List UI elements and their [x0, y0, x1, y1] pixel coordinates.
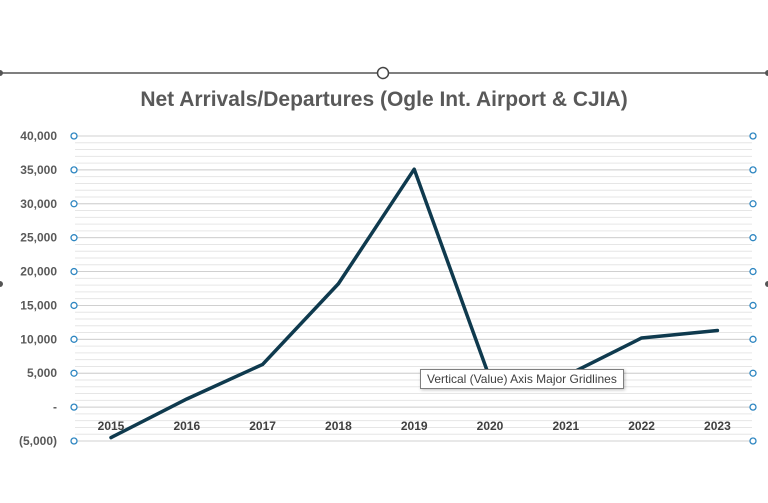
gridline-handle-right[interactable] — [749, 301, 757, 310]
data-point[interactable] — [336, 282, 340, 286]
gridline-handle-right[interactable] — [749, 437, 757, 445]
gridline-handle-left[interactable] — [70, 132, 78, 140]
x-tick-label: 2019 — [401, 419, 428, 433]
gridline-handle-left[interactable] — [70, 166, 78, 174]
x-tick-label: 2021 — [552, 419, 579, 433]
y-tick-label: 15,000 — [20, 298, 57, 312]
gridline-handle-right[interactable] — [749, 403, 757, 411]
data-point[interactable] — [109, 436, 113, 440]
chart-title[interactable]: Net Arrivals/Departures (Ogle Int. Airpo… — [140, 88, 628, 111]
gridline-handle-right[interactable] — [749, 369, 757, 377]
resize-handle-top-center[interactable] — [376, 66, 390, 80]
resize-handle-top-right[interactable] — [765, 70, 768, 76]
y-tick-label: 10,000 — [20, 332, 57, 346]
gridline-handle-left[interactable] — [70, 200, 78, 208]
y-tick-label: - — [53, 400, 57, 414]
resize-handle-right-middle[interactable] — [765, 281, 768, 287]
gridline-handle-left[interactable] — [70, 369, 78, 377]
y-tick-label: 30,000 — [20, 197, 57, 211]
gridline-handle-right[interactable] — [749, 267, 757, 276]
resize-handle-top-left[interactable] — [0, 70, 3, 76]
gridline-handle-right[interactable] — [749, 166, 757, 174]
gridline-handle-left[interactable] — [70, 335, 78, 343]
y-tick-label: 40,000 — [20, 129, 57, 143]
x-tick-label: 2022 — [628, 419, 655, 433]
data-point[interactable] — [261, 362, 265, 366]
x-tick-label: 2018 — [325, 419, 352, 433]
gridline-handle-left[interactable] — [70, 403, 78, 411]
data-point[interactable] — [412, 167, 416, 171]
gridline-handle-left[interactable] — [70, 234, 78, 242]
gridline-handle-right[interactable] — [749, 132, 757, 140]
resize-handle-left-middle[interactable] — [0, 281, 3, 287]
gridline-handle-left[interactable] — [70, 437, 78, 445]
gridlines-tooltip: Vertical (Value) Axis Major Gridlines — [420, 369, 624, 389]
series-group — [109, 167, 720, 440]
x-tick-label: 2015 — [98, 419, 125, 433]
y-tick-label: 20,000 — [20, 265, 57, 279]
gridline-handle-left[interactable] — [70, 267, 78, 276]
data-point[interactable] — [185, 397, 189, 401]
y-axis-tick-labels: (5,000) - 5,000 10,000 15,000 20,000 25,000 30,… — [19, 129, 57, 448]
gridline-handle-right[interactable] — [749, 335, 757, 343]
y-tick-label: 35,000 — [20, 163, 57, 177]
x-tick-label: 2020 — [477, 419, 504, 433]
gridline-handle-right[interactable] — [749, 200, 757, 208]
x-axis-tick-labels: 2015 2016 2017 2018 2019 2020 2021 2022 2023 — [98, 419, 731, 433]
y-tick-label: 5,000 — [27, 366, 57, 380]
y-tick-label: 25,000 — [20, 231, 57, 245]
gridline-handle-left[interactable] — [70, 301, 78, 310]
series-line[interactable] — [109, 167, 720, 440]
x-tick-label: 2016 — [173, 419, 200, 433]
data-point[interactable] — [715, 329, 719, 333]
gridline-handle-right[interactable] — [749, 234, 757, 242]
x-tick-label: 2017 — [249, 419, 276, 433]
vertical-axis-major-gridlines[interactable] — [75, 135, 752, 442]
x-tick-label: 2023 — [704, 419, 731, 433]
y-tick-label: (5,000) — [19, 434, 57, 448]
gridline-selection-handles — [70, 132, 757, 445]
data-point[interactable] — [640, 336, 644, 340]
